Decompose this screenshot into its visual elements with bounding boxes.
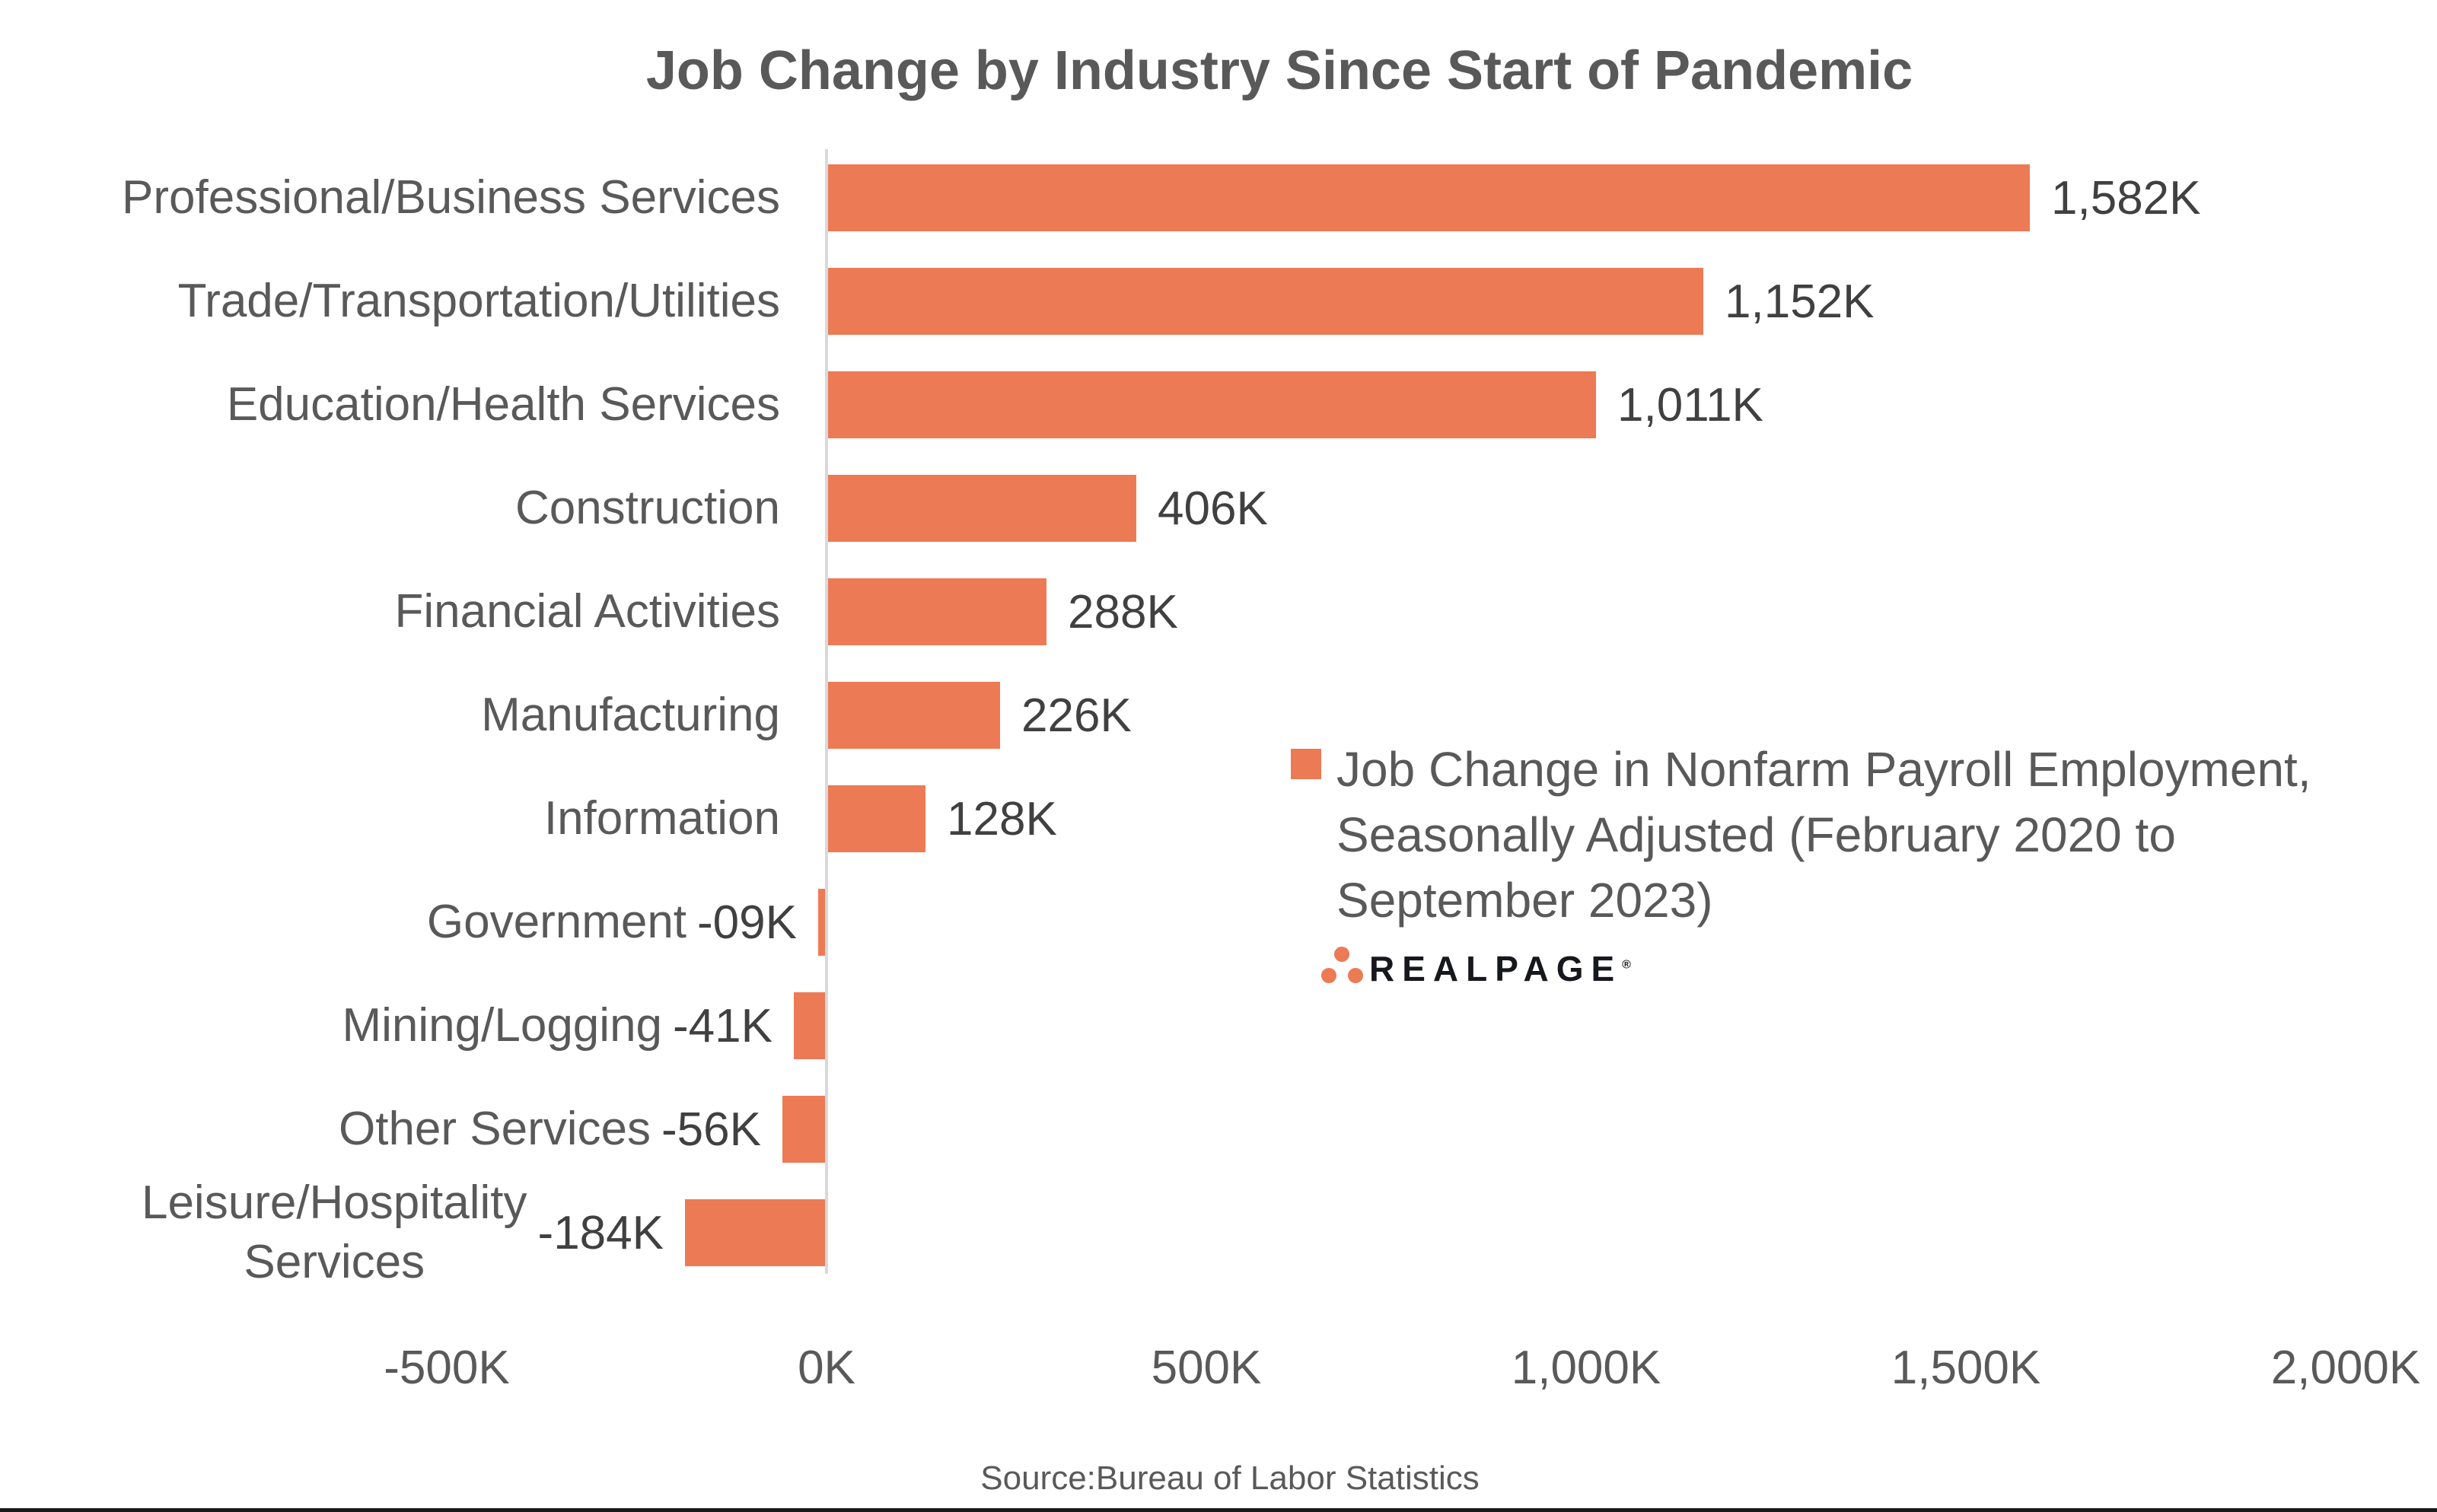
- chart-title: Job Change by Industry Since Start of Pa…: [645, 40, 1913, 101]
- value-label: 1,011K: [1617, 378, 1763, 431]
- x-tick-label: 2,000K: [2270, 1342, 2421, 1394]
- realpage-logo: REALPAGE®: [1320, 942, 1701, 1018]
- legend-label: Job Change in Nonfarm Payroll Employment…: [1336, 737, 2437, 933]
- bar-other-services: [782, 1096, 825, 1163]
- legend-label-line: Seasonally Adjusted (February 2020 to: [1336, 807, 2176, 862]
- value-label: 288K: [1068, 585, 1178, 638]
- zero-axis-line: [825, 149, 828, 1274]
- value-label: -41K: [673, 999, 773, 1052]
- category-label: Mining/Logging: [342, 999, 663, 1052]
- category-label: Government: [426, 896, 687, 948]
- x-axis-tick-labels: -500K 0K 500K 1,000K 1,500K 2,000K: [0, 1341, 2437, 1409]
- bar-financial-activities: [828, 578, 1046, 645]
- bar-government: [818, 889, 825, 956]
- category-label: Other Services: [339, 1103, 651, 1155]
- x-tick-label: 0K: [798, 1342, 855, 1394]
- logo-wordmark: REALPAGE®: [1369, 948, 1631, 989]
- value-label: 1,152K: [1725, 275, 1875, 328]
- plot-area: Professional/Business Services 1,582K Trad…: [0, 146, 2437, 1288]
- value-label: 128K: [947, 792, 1057, 845]
- source-attribution: Source:Bureau of Labor Statistics: [980, 1459, 1480, 1497]
- category-label: Manufacturing: [481, 689, 780, 741]
- registered-trademark-icon: ®: [1622, 958, 1631, 972]
- x-tick-label: 1,000K: [1511, 1342, 1661, 1394]
- category-label: Information: [543, 792, 780, 845]
- category-and-value-cluster: Government -09K: [427, 871, 797, 974]
- logo-dot-icon: [1321, 968, 1336, 983]
- legend-label-line: September 2023): [1336, 873, 1713, 928]
- category-label: Leisure/Hospitality Services: [141, 1176, 527, 1288]
- bar-professional-business-services: [828, 164, 2030, 231]
- category-label: Trade/Transportation/Utilities: [177, 275, 780, 327]
- bar-leisure-hospitality-services: [685, 1199, 825, 1266]
- legend-marker-swatch: [1291, 749, 1321, 779]
- bar-mining-logging: [794, 992, 825, 1059]
- category-and-value-cluster: Mining/Logging -41K: [342, 974, 773, 1077]
- value-label: 226K: [1021, 689, 1132, 742]
- category-label: Construction: [514, 482, 780, 534]
- bar-manufacturing: [828, 682, 1000, 749]
- logo-dot-icon: [1334, 947, 1349, 962]
- bottom-border-line: [0, 1508, 2437, 1512]
- legend-label-line: Job Change in Nonfarm Payroll Employment…: [1336, 742, 2311, 797]
- x-tick-label: 1,500K: [1891, 1342, 2041, 1394]
- bar-education-health-services: [828, 371, 1596, 438]
- value-label: -184K: [537, 1206, 664, 1259]
- bar-information: [828, 785, 925, 852]
- bar-construction: [828, 475, 1136, 542]
- value-label: -09K: [697, 896, 797, 949]
- category-and-value-cluster: Other Services -56K: [339, 1077, 761, 1181]
- logo-dot-icon: [1348, 968, 1363, 983]
- category-label: Education/Health Services: [226, 378, 780, 431]
- value-label: 1,582K: [2051, 171, 2201, 224]
- category-and-value-cluster: Leisure/Hospitality Services -184K: [142, 1176, 664, 1288]
- value-label: 406K: [1158, 482, 1268, 535]
- logo-brand-text: REALPAGE: [1369, 949, 1623, 988]
- category-label: Professional/Business Services: [122, 171, 780, 224]
- bar-trade-transportation-utilities: [828, 268, 1703, 335]
- x-tick-label: 500K: [1151, 1342, 1262, 1394]
- category-label: Financial Activities: [394, 585, 780, 638]
- value-label: -56K: [661, 1103, 761, 1156]
- x-tick-label: -500K: [384, 1342, 510, 1394]
